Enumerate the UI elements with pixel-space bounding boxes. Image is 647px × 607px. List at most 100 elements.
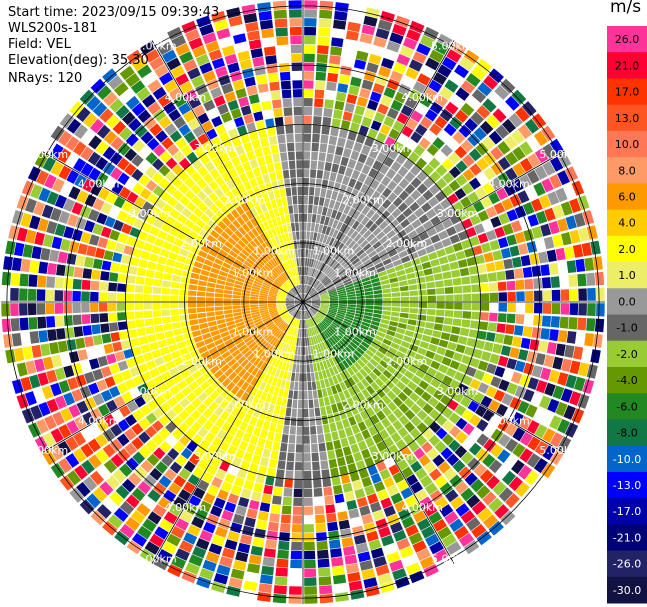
- velocity-gate: [250, 291, 260, 295]
- velocity-gate: [381, 199, 392, 209]
- velocity-gate: [350, 589, 365, 600]
- velocity-gate: [180, 144, 193, 157]
- velocity-gate: [84, 220, 96, 233]
- velocity-gate: [494, 260, 505, 271]
- velocity-gate: [310, 249, 314, 259]
- velocity-gate: [435, 427, 448, 440]
- velocity-gate: [294, 346, 299, 355]
- velocity-gate: [287, 443, 295, 453]
- velocity-gate: [197, 285, 207, 292]
- azimuth-spoke: [151, 301, 304, 564]
- velocity-gate: [334, 332, 343, 340]
- velocity-gate: [301, 311, 303, 320]
- velocity-gate: [159, 441, 172, 453]
- velocity-gate: [81, 314, 91, 325]
- velocity-gate: [310, 258, 315, 268]
- velocity-gate: [159, 248, 170, 258]
- velocity-gate: [430, 378, 441, 389]
- velocity-gate: [272, 257, 279, 266]
- velocity-gate: [347, 228, 355, 237]
- velocity-gate: [165, 378, 176, 389]
- velocity-gate: [474, 369, 485, 381]
- velocity-gate: [236, 216, 245, 226]
- velocity-gate: [397, 202, 408, 213]
- velocity-gate: [38, 261, 49, 274]
- velocity-gate: [166, 258, 176, 267]
- velocity-gate: [151, 245, 162, 255]
- velocity-gate: [267, 356, 275, 365]
- velocity-gate: [461, 276, 471, 285]
- velocity-gate: [225, 403, 235, 414]
- velocity-gate: [454, 445, 468, 459]
- velocity-gate: [108, 206, 121, 218]
- velocity-gate: [328, 63, 340, 74]
- colorbar-tick-label: 26.0: [615, 33, 640, 46]
- velocity-gate: [286, 280, 293, 288]
- velocity-gate: [289, 290, 297, 297]
- velocity-gate: [318, 371, 324, 380]
- velocity-gate: [108, 282, 118, 292]
- velocity-gate: [280, 311, 288, 317]
- velocity-gate: [90, 510, 106, 526]
- velocity-gate: [290, 308, 297, 315]
- velocity-gate: [350, 274, 360, 280]
- velocity-gate: [310, 268, 314, 277]
- velocity-gate: [136, 87, 151, 101]
- velocity-gate: [471, 523, 487, 539]
- velocity-gate: [42, 449, 57, 466]
- velocity-gate: [327, 257, 334, 266]
- velocity-gate: [368, 168, 378, 179]
- velocity-gate: [578, 227, 590, 242]
- velocity-gate: [306, 240, 310, 249]
- velocity-gate: [364, 136, 375, 148]
- velocity-gate: [436, 295, 445, 302]
- velocity-gate: [422, 238, 433, 248]
- velocity-gate: [297, 295, 303, 302]
- velocity-gate: [515, 314, 525, 325]
- velocity-gate: [166, 337, 176, 346]
- velocity-gate: [110, 453, 124, 468]
- velocity-gate: [376, 364, 386, 373]
- velocity-gate: [415, 489, 428, 502]
- velocity-gate: [188, 290, 197, 296]
- velocity-gate: [262, 173, 271, 184]
- velocity-gate: [318, 18, 332, 28]
- velocity-gate: [384, 456, 396, 468]
- velocity-gate: [304, 311, 306, 320]
- velocity-gate: [153, 218, 164, 229]
- velocity-gate: [483, 438, 497, 452]
- velocity-gate: [125, 73, 140, 87]
- velocity-gate: [212, 262, 222, 270]
- velocity-gate: [358, 344, 368, 352]
- velocity-gate: [38, 401, 51, 417]
- azimuth-spoke: [302, 40, 455, 303]
- velocity-gate: [203, 99, 216, 112]
- velocity-gate: [373, 556, 387, 568]
- velocity-gate: [404, 97, 418, 109]
- velocity-gate: [359, 368, 368, 378]
- velocity-gate: [256, 74, 268, 85]
- velocity-gate: [184, 428, 196, 440]
- velocity-gate: [66, 253, 77, 265]
- velocity-gate: [336, 342, 345, 350]
- velocity-gate: [360, 341, 370, 349]
- velocity-gate: [231, 156, 241, 167]
- velocity-gate: [279, 532, 290, 542]
- velocity-gate: [464, 472, 478, 486]
- velocity-gate: [408, 532, 423, 545]
- colorbar-tick-label: -10.0: [613, 453, 641, 466]
- velocity-gate: [304, 266, 307, 276]
- velocity-gate: [290, 240, 295, 250]
- velocity-gate: [354, 432, 364, 443]
- velocity-gate: [339, 410, 347, 420]
- velocity-gate: [92, 393, 105, 406]
- velocity-gate: [590, 349, 601, 364]
- velocity-gate: [214, 293, 224, 298]
- velocity-gate: [244, 361, 253, 371]
- velocity-gate: [435, 316, 444, 324]
- velocity-gate: [250, 309, 260, 313]
- velocity-gate: [387, 192, 398, 203]
- velocity-gate: [249, 158, 259, 169]
- velocity-gate: [365, 219, 374, 229]
- velocity-gate: [173, 441, 185, 454]
